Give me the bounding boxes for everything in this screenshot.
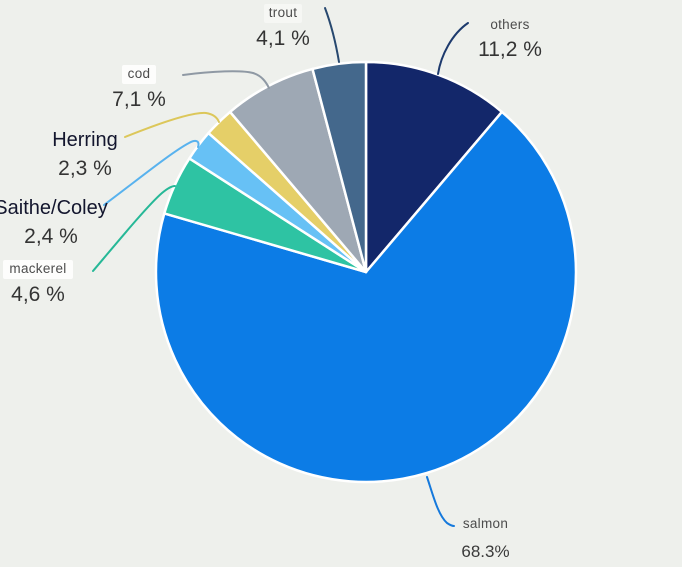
leader-line-cod [182,70,270,89]
slice-pct-mackerel: 4,6 % [11,283,65,306]
pie-slice-salmon[interactable] [154,110,578,484]
leader-line-salmon [426,476,455,527]
slice-pct-salmon: 68.3% [461,541,510,561]
leader-line-trout [324,7,340,63]
slice-pct-saithe-coley: 2,4 % [24,225,78,248]
pie-slice-others[interactable] [364,60,504,274]
slice-label-salmon: salmon [462,516,509,531]
pie-slice-trout[interactable] [311,60,368,274]
slice-label-herring: Herring [52,129,118,151]
label-herring: Herring 2,3 % [30,128,140,182]
slice-label-others: others [490,17,530,32]
label-mackerel: mackerel 4,6 % [0,259,76,308]
slice-pct-herring: 2,3 % [58,157,112,180]
slice-label-mackerel: mackerel [3,260,73,279]
label-salmon: salmon 68.3% [438,516,533,562]
slice-label-cod: cod [121,65,157,84]
label-trout: trout 4,1 % [235,3,331,52]
label-cod: cod 7,1 % [94,64,184,113]
slice-pct-others: 11,2 % [478,37,542,61]
slice-label-saithe-coley: Saithe/Coley [0,197,108,219]
leader-line-others [437,22,469,75]
leader-line-saithe-coley [103,139,200,206]
label-saithe-coley: Saithe/Coley 2,4 % [0,196,108,250]
leader-line-herring [124,111,220,138]
slice-label-trout: trout [263,4,303,23]
leader-line-mackerel [92,185,176,272]
label-others: others 11,2 % [455,17,565,63]
slice-pct-cod: 7,1 % [112,88,166,111]
slice-pct-trout: 4,1 % [256,27,310,50]
